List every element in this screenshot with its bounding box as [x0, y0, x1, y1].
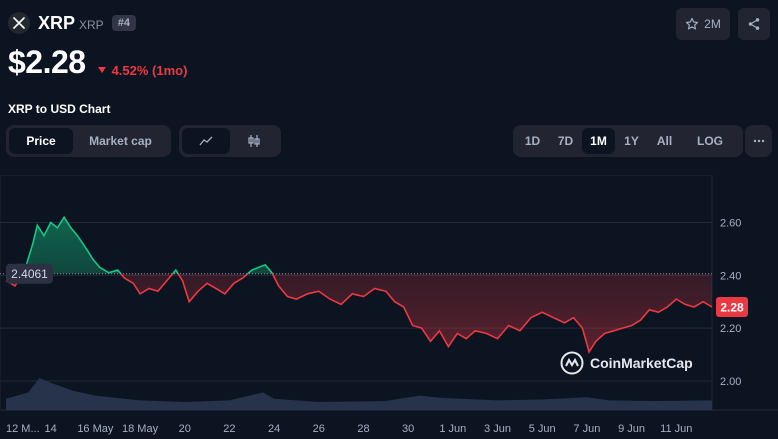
watchlist-count: 2M [704, 17, 721, 31]
y-tick-label: 2.20 [720, 323, 741, 335]
range-log[interactable]: LOG [697, 134, 723, 148]
price-chart[interactable]: 2.4061 2.28 2.60 2.40 2.20 2.00 12 M... 14 16 … [0, 175, 778, 439]
x-tick-label: 7 Jun [573, 423, 600, 435]
x-tick-label: 26 [313, 423, 325, 435]
price-line-down [5, 273, 713, 354]
x-tick-label: 3 Jun [484, 423, 511, 435]
x-tick-label: 1 Jun [439, 423, 466, 435]
loss-area [6, 273, 712, 352]
coinmarketcap-watermark: CoinMarketCap [560, 351, 693, 375]
reference-label: 2.4061 [11, 267, 48, 281]
x-tick-label: 28 [357, 423, 369, 435]
tab-market-cap[interactable]: Market cap [89, 134, 152, 148]
price-change: 4.52% (1mo) [97, 62, 188, 78]
line-chart-button[interactable] [182, 128, 230, 154]
y-tick-label: 2.00 [720, 376, 741, 388]
xrp-logo-icon [8, 12, 30, 34]
chart-type-toggle: Price Market cap [6, 125, 171, 157]
coin-symbol: XRP [79, 17, 104, 32]
x-tick-label: 30 [402, 423, 414, 435]
y-tick-label: 2.40 [720, 270, 741, 282]
time-range-selector: 1D 7D 1M 1Y All LOG [513, 125, 743, 157]
current-price-label: 2.28 [720, 301, 744, 315]
current-price: $2.28 [8, 44, 86, 80]
volume-area [6, 378, 712, 410]
price-chart-svg: 2.4061 2.28 2.60 2.40 2.20 2.00 12 M... 14 16 … [0, 175, 778, 435]
line-chart-icon [199, 136, 213, 146]
watchlist-button[interactable]: 2M [676, 8, 730, 40]
range-1y[interactable]: 1Y [624, 134, 639, 148]
x-tick-label: 16 May [77, 423, 114, 435]
share-button[interactable] [738, 8, 770, 40]
price-change-text: 4.52% (1mo) [111, 62, 188, 78]
range-1m[interactable]: 1M [582, 128, 615, 154]
coin-header: XRP XRP #4 [8, 11, 136, 35]
x-tick-label: 5 Jun [529, 423, 556, 435]
star-icon [686, 17, 699, 30]
watermark-text: CoinMarketCap [590, 355, 693, 371]
top-actions: 2M [676, 8, 770, 40]
current-price-badge [716, 297, 748, 318]
price-line-up [22, 215, 274, 274]
x-tick-label: 18 May [122, 423, 159, 435]
range-all[interactable]: All [656, 134, 673, 148]
reference-label-bg [6, 263, 53, 284]
x-tick-label: 22 [223, 423, 235, 435]
candlestick-icon [248, 135, 260, 147]
chart-title: XRP to USD Chart [8, 102, 111, 116]
more-button[interactable] [745, 125, 772, 157]
gain-area [6, 217, 712, 274]
x-tick-label: 9 Jun [618, 423, 645, 435]
rank-badge: #4 [111, 15, 136, 31]
x-tick-label: 20 [179, 423, 191, 435]
chart-style-toggle [179, 125, 281, 157]
coinmarketcap-logo-icon [560, 351, 584, 375]
x-tick-label: 11 Jun [660, 423, 692, 435]
range-1d[interactable]: 1D [524, 134, 541, 148]
price-row: $2.28 4.52% (1mo) [8, 44, 187, 81]
y-tick-label: 2.60 [720, 218, 741, 230]
candlestick-button[interactable] [230, 128, 278, 154]
more-icon [753, 139, 764, 143]
x-tick-label: 14 [45, 423, 57, 435]
x-tick-label: 12 M... [6, 423, 40, 435]
caret-down-icon [97, 67, 106, 73]
x-tick-label: 24 [268, 423, 280, 435]
coin-name: XRP [38, 12, 76, 33]
range-7d[interactable]: 7D [557, 134, 574, 148]
tab-price[interactable]: Price [9, 128, 73, 154]
share-icon [748, 18, 760, 30]
